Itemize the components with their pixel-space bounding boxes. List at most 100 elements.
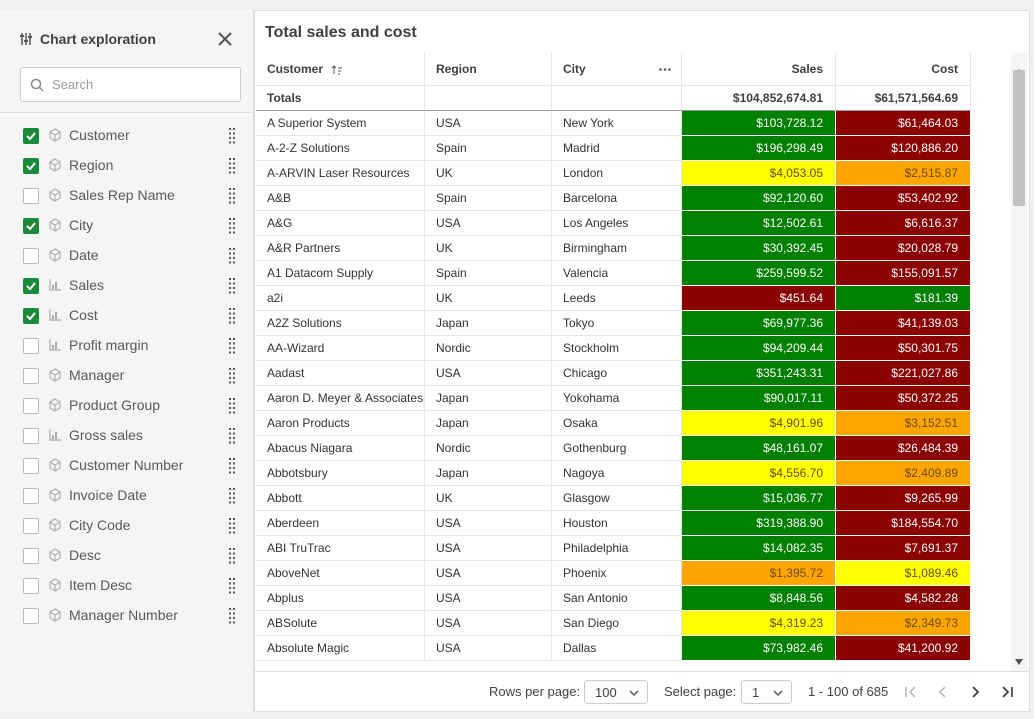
checkbox[interactable]	[23, 428, 39, 444]
drag-handle[interactable]	[228, 247, 236, 265]
field-item[interactable]: Manager Number	[0, 601, 253, 631]
checkbox[interactable]	[23, 518, 39, 534]
measure-cell: $4,901.96	[682, 411, 836, 436]
column-label: Cost	[931, 62, 958, 76]
field-item[interactable]: City	[0, 211, 253, 241]
drag-handle[interactable]	[228, 307, 236, 325]
column-menu[interactable]	[659, 68, 671, 71]
dimension-icon	[48, 368, 62, 382]
scroll-down[interactable]	[1015, 659, 1023, 665]
scrollbar[interactable]	[1011, 53, 1027, 671]
dimension-cell: Aberdeen	[256, 511, 425, 536]
field-item[interactable]: Product Group	[0, 391, 253, 421]
dimension-icon	[48, 578, 62, 592]
drag-handle[interactable]	[228, 517, 236, 535]
scroll-thumb[interactable]	[1013, 70, 1025, 206]
rows-per-page-select[interactable]: 100	[584, 680, 648, 704]
drag-handle[interactable]	[228, 457, 236, 475]
column-header[interactable]: City	[552, 53, 682, 86]
drag-handle[interactable]	[228, 277, 236, 295]
column-header[interactable]: Cost	[836, 53, 971, 86]
checkbox[interactable]	[23, 608, 39, 624]
column-header[interactable]: Region	[425, 53, 552, 86]
field-item[interactable]: Profit margin	[0, 331, 253, 361]
checkbox[interactable]	[23, 368, 39, 384]
measure-cell: $50,301.75	[836, 336, 971, 361]
drag-handle[interactable]	[228, 127, 236, 145]
field-item[interactable]: Invoice Date	[0, 481, 253, 511]
measure-cell: $319,388.90	[682, 511, 836, 536]
dimension-cell: Osaka	[552, 411, 682, 436]
field-item[interactable]: Desc	[0, 541, 253, 571]
drag-handle[interactable]	[228, 397, 236, 415]
field-label: Date	[69, 247, 99, 263]
checkbox[interactable]	[23, 278, 39, 294]
checkbox[interactable]	[23, 338, 39, 354]
checkbox[interactable]	[23, 158, 39, 174]
checkbox[interactable]	[23, 248, 39, 264]
field-item[interactable]: Manager	[0, 361, 253, 391]
drag-handle[interactable]	[228, 187, 236, 205]
measure-cell: $9,265.99	[836, 486, 971, 511]
dimension-cell: USA	[425, 561, 552, 586]
field-item[interactable]: Sales	[0, 271, 253, 301]
dimension-cell: Aaron D. Meyer & Associates	[256, 386, 425, 411]
drag-handle[interactable]	[228, 337, 236, 355]
field-item[interactable]: Item Desc	[0, 571, 253, 601]
drag-handle[interactable]	[228, 427, 236, 445]
checkbox[interactable]	[23, 488, 39, 504]
drag-handle[interactable]	[228, 367, 236, 385]
checkbox[interactable]	[23, 188, 39, 204]
checkbox[interactable]	[23, 308, 39, 324]
last-page[interactable]	[1002, 686, 1013, 698]
dimension-cell: New York	[552, 111, 682, 136]
drag-handle[interactable]	[228, 547, 236, 565]
select-page-label: Select page:	[664, 684, 737, 699]
dimension-cell: AA-Wizard	[256, 336, 425, 361]
prev-page[interactable]	[938, 686, 946, 698]
field-item[interactable]: Gross sales	[0, 421, 253, 451]
measure-cell: $26,484.39	[836, 436, 971, 461]
field-item[interactable]: Sales Rep Name	[0, 181, 253, 211]
drag-handle[interactable]	[228, 487, 236, 505]
checkbox[interactable]	[23, 458, 39, 474]
drag-handle[interactable]	[228, 157, 236, 175]
measure-cell: $69,977.36	[682, 311, 836, 336]
field-item[interactable]: Customer Number	[0, 451, 253, 481]
field-item[interactable]: City Code	[0, 511, 253, 541]
drag-handle[interactable]	[228, 217, 236, 235]
checkbox[interactable]	[23, 218, 39, 234]
panel-title: Chart exploration	[40, 31, 156, 47]
checkbox[interactable]	[23, 128, 39, 144]
field-item[interactable]: Cost	[0, 301, 253, 331]
field-item[interactable]: Date	[0, 241, 253, 271]
first-page[interactable]	[905, 686, 916, 698]
dimension-cell: Nordic	[425, 436, 552, 461]
close-button[interactable]	[218, 32, 232, 46]
dimension-icon	[48, 458, 62, 472]
dimension-cell: UK	[425, 161, 552, 186]
checkbox[interactable]	[23, 548, 39, 564]
measure-cell: $451.64	[682, 286, 836, 311]
drag-handle[interactable]	[228, 577, 236, 595]
checkbox[interactable]	[23, 578, 39, 594]
sort-icon[interactable]	[331, 65, 343, 75]
check	[26, 162, 36, 171]
dimension-cell: Yokohama	[552, 386, 682, 411]
column-header[interactable]: Customer	[256, 53, 425, 86]
search-icon	[30, 78, 44, 92]
page-select[interactable]: 1	[741, 680, 792, 704]
next-page[interactable]	[972, 686, 980, 698]
field-item[interactable]: Customer	[0, 121, 253, 151]
dimension-cell: Chicago	[552, 361, 682, 386]
drag-handle[interactable]	[228, 607, 236, 625]
measure-cell: $3,152.51	[836, 411, 971, 436]
dimension-cell: Philadelphia	[552, 536, 682, 561]
measure-cell: $20,028.79	[836, 236, 971, 261]
field-item[interactable]: Region	[0, 151, 253, 181]
column-header[interactable]: Sales	[682, 53, 836, 86]
settings-icon	[20, 33, 32, 45]
checkbox[interactable]	[23, 398, 39, 414]
search-box[interactable]: Search	[20, 67, 241, 102]
